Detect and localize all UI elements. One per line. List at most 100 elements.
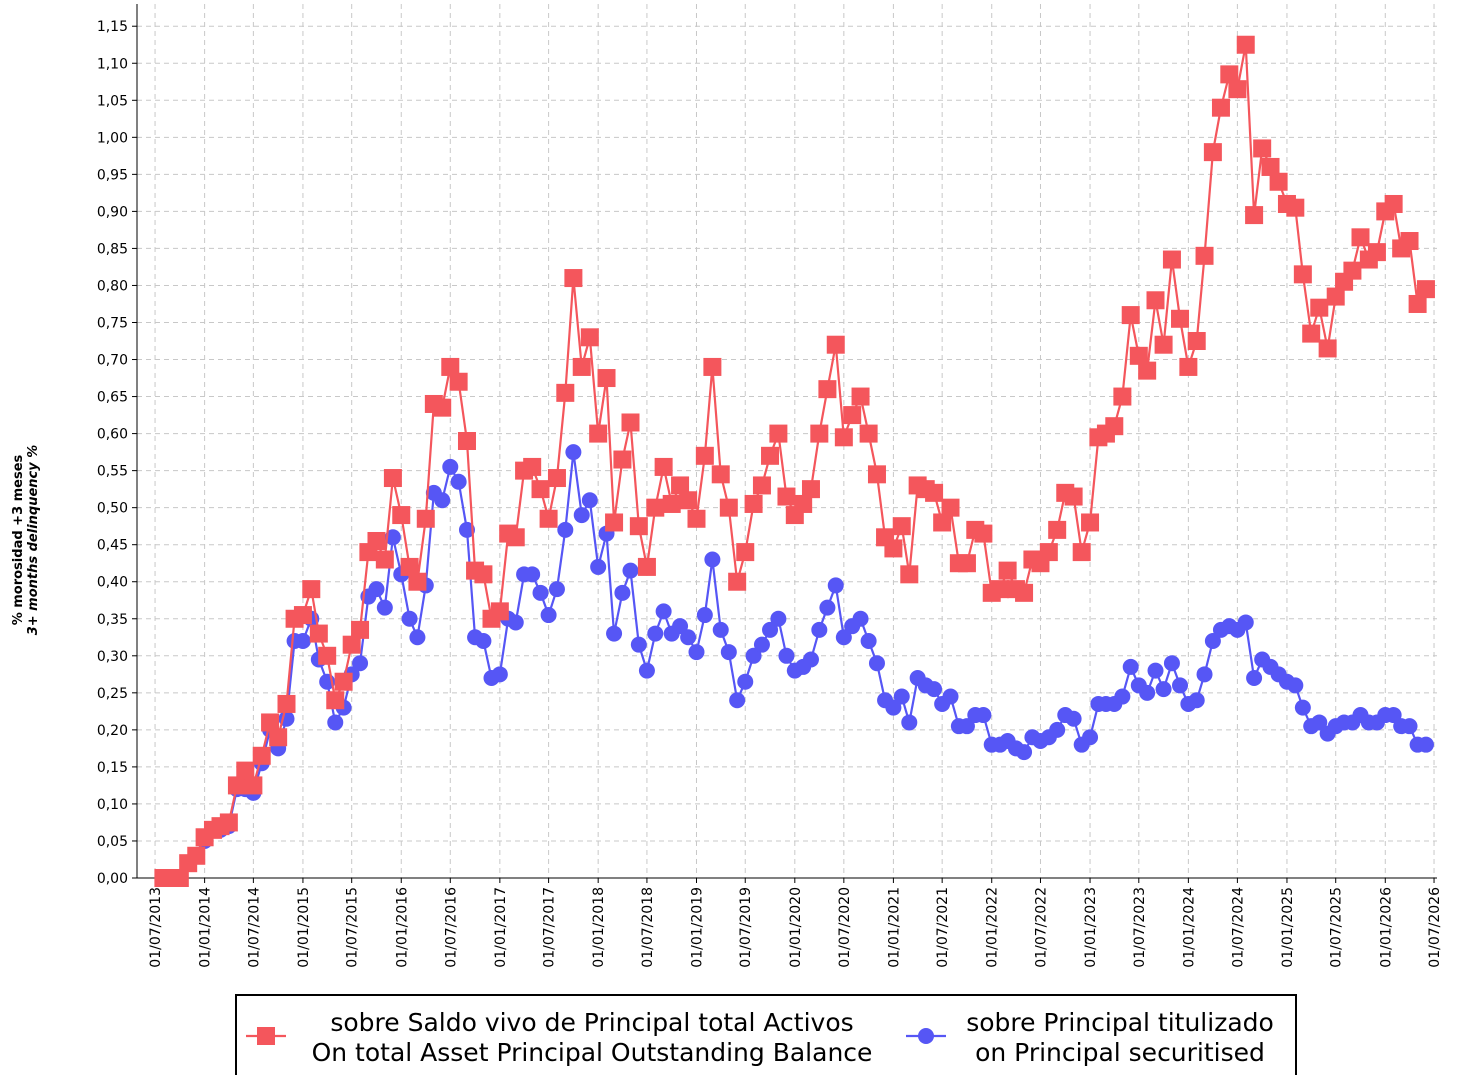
marker: [679, 491, 698, 510]
marker: [219, 813, 238, 832]
marker: [884, 539, 903, 558]
marker: [900, 565, 919, 584]
marker: [252, 746, 271, 765]
marker: [442, 458, 459, 475]
marker: [187, 846, 206, 865]
marker: [416, 509, 435, 528]
marker: [1211, 98, 1230, 117]
x-tick-label: 01/01/2022: [985, 887, 1001, 968]
y-label-line: % morosidad +3 meses: [11, 454, 26, 625]
marker: [687, 509, 706, 528]
marker: [1318, 339, 1337, 358]
marker: [662, 494, 681, 513]
legend-label: on Principal securitised: [975, 1038, 1265, 1067]
x-tick-label: 01/01/2021: [886, 887, 902, 968]
marker: [1121, 306, 1140, 325]
y-tick-label: 0,75: [97, 315, 128, 331]
legend-label: sobre Principal titulizado: [966, 1008, 1274, 1037]
x-tick-label: 01/07/2021: [935, 887, 951, 968]
x-tick-label: 01/01/2018: [591, 887, 607, 968]
marker: [1286, 198, 1305, 217]
marker: [998, 561, 1017, 580]
y-tick-label: 0,55: [97, 464, 128, 480]
marker: [1016, 744, 1033, 761]
marker: [1261, 157, 1280, 176]
marker: [261, 713, 280, 732]
marker: [769, 424, 788, 443]
marker: [589, 424, 608, 443]
marker: [778, 647, 795, 664]
marker: [375, 550, 394, 569]
marker: [801, 480, 820, 499]
marker: [753, 636, 770, 653]
marker: [851, 387, 870, 406]
marker: [1245, 206, 1264, 225]
marker: [1154, 335, 1173, 354]
marker: [1204, 632, 1221, 649]
marker: [547, 469, 566, 488]
legend-label: On total Asset Principal Outstanding Bal…: [312, 1038, 873, 1067]
marker: [475, 632, 492, 649]
marker: [1311, 714, 1328, 731]
marker: [1081, 513, 1100, 532]
marker: [893, 688, 910, 705]
marker: [614, 584, 631, 601]
marker: [1114, 688, 1131, 705]
marker: [926, 681, 943, 698]
x-tick-label: 01/07/2026: [1427, 887, 1443, 968]
marker: [860, 632, 877, 649]
marker: [1310, 298, 1329, 317]
marker: [227, 776, 246, 795]
x-tick-label: 01/07/2015: [345, 887, 361, 968]
y-tick-label: 0,30: [97, 649, 128, 665]
marker: [1171, 309, 1190, 328]
marker: [1408, 294, 1427, 313]
marker: [703, 357, 722, 376]
marker: [859, 424, 878, 443]
y-tick-label: 1,15: [97, 19, 128, 35]
marker: [605, 513, 624, 532]
marker: [941, 498, 960, 517]
marker: [885, 699, 902, 716]
marker: [1049, 721, 1066, 738]
marker: [810, 424, 829, 443]
x-tick-label: 01/07/2017: [542, 887, 558, 968]
marker: [392, 506, 411, 525]
marker: [490, 602, 509, 621]
y-tick-label: 0,00: [97, 871, 128, 887]
marker: [1253, 139, 1272, 158]
marker: [409, 629, 426, 646]
marker: [1064, 487, 1083, 506]
marker: [434, 492, 451, 509]
marker: [433, 398, 452, 417]
marker: [637, 557, 656, 576]
y-tick-label: 0,15: [97, 760, 128, 776]
marker: [1228, 80, 1247, 99]
marker: [401, 610, 418, 627]
marker: [309, 624, 328, 643]
marker: [1287, 677, 1304, 694]
marker: [302, 580, 321, 599]
marker: [244, 776, 263, 795]
x-tick-label: 01/07/2022: [1033, 887, 1049, 968]
marker: [1015, 583, 1034, 602]
marker: [942, 688, 959, 705]
marker: [400, 557, 419, 576]
marker: [457, 432, 476, 450]
y-tick-label: 0,50: [97, 501, 128, 517]
y-axis-label: % morosidad +3 meses 3+ months delinquen…: [11, 445, 41, 636]
marker: [384, 529, 401, 546]
marker: [1188, 692, 1205, 709]
marker: [1294, 699, 1311, 716]
y-tick-label: 0,05: [97, 834, 128, 850]
marker: [539, 509, 558, 528]
marker: [572, 357, 591, 376]
marker: [835, 629, 852, 646]
marker: [1162, 250, 1181, 269]
marker: [901, 714, 918, 731]
marker: [1147, 662, 1164, 679]
y-tick-label: 0,35: [97, 612, 128, 628]
marker: [1384, 194, 1403, 213]
marker: [843, 406, 862, 425]
x-tick-label: 01/01/2025: [1280, 887, 1296, 968]
